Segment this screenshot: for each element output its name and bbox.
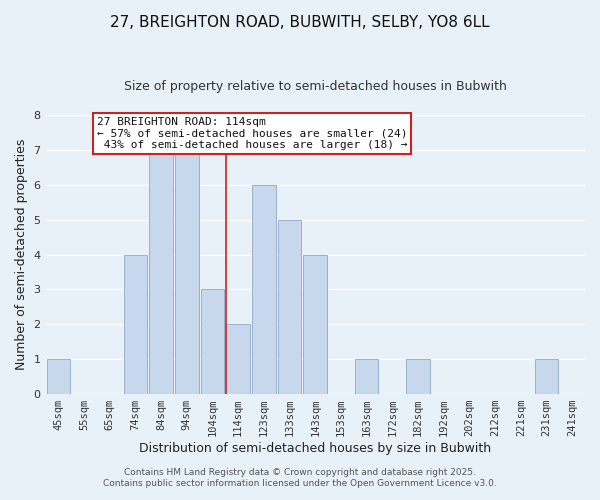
Y-axis label: Number of semi-detached properties: Number of semi-detached properties [15,139,28,370]
Bar [149,150,173,394]
Text: 27 BREIGHTON ROAD: 114sqm
← 57% of semi-detached houses are smaller (24)
 43% of: 27 BREIGHTON ROAD: 114sqm ← 57% of semi-… [97,116,407,150]
Bar [226,324,250,394]
Bar [304,254,327,394]
Title: Size of property relative to semi-detached houses in Bubwith: Size of property relative to semi-detach… [124,80,507,93]
Bar [124,254,147,394]
Bar [252,185,276,394]
Bar [278,220,301,394]
Bar [175,150,199,394]
Bar [535,359,558,394]
Bar [47,359,70,394]
Bar [355,359,379,394]
X-axis label: Distribution of semi-detached houses by size in Bubwith: Distribution of semi-detached houses by … [139,442,491,455]
Bar [201,290,224,394]
Bar [406,359,430,394]
Text: 27, BREIGHTON ROAD, BUBWITH, SELBY, YO8 6LL: 27, BREIGHTON ROAD, BUBWITH, SELBY, YO8 … [110,15,490,30]
Text: Contains HM Land Registry data © Crown copyright and database right 2025.
Contai: Contains HM Land Registry data © Crown c… [103,468,497,487]
